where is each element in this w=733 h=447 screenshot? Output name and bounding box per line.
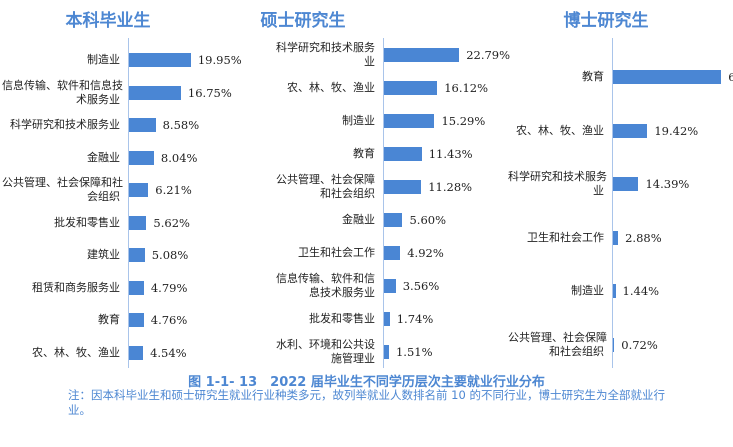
panel-title: 博士研究生: [563, 11, 649, 31]
bar: [384, 48, 460, 62]
category-label: 公共管理、社会保障 和社会组织: [508, 330, 607, 358]
category-label: 制造业: [87, 53, 120, 66]
figure-caption: 图 1-1- 13 2022 届毕业生不同学历层次主要就业行业分布: [188, 375, 545, 390]
category-label: 租赁和商务服务业: [32, 280, 120, 294]
data-label: 19.95%: [197, 53, 242, 67]
data-label: 2.88%: [625, 230, 662, 245]
data-label: 1.51%: [395, 345, 433, 359]
bar: [613, 70, 722, 84]
bar: [384, 213, 403, 227]
data-label: 11.43%: [428, 147, 473, 161]
data-label: 1.44%: [622, 284, 660, 298]
bar: [129, 345, 144, 360]
bar: [384, 345, 389, 359]
category-label: 科学研究和技术服务 业: [508, 170, 607, 197]
bar: [384, 147, 422, 161]
category-label: 金融业: [342, 213, 375, 226]
bar: [129, 215, 147, 230]
bar: [613, 337, 615, 352]
category-label: 科学研究和技术服务业: [10, 118, 120, 131]
data-label: 22.79%: [466, 48, 511, 62]
data-label: 4.54%: [150, 345, 187, 360]
category-label: 科学研究和技术服务 业: [276, 41, 375, 68]
data-label: 5.60%: [409, 213, 447, 227]
bar: [384, 246, 401, 260]
data-label: 19.42%: [654, 123, 699, 138]
category-label: 农、林、牧、渔业: [516, 123, 604, 137]
category-label: 水利、环境和公共设 施管理业: [276, 338, 375, 365]
bar: [129, 183, 149, 197]
data-label: 16.12%: [444, 81, 489, 95]
data-label: 0.72%: [621, 337, 658, 352]
category-label: 批发和零售业: [54, 215, 120, 229]
panel-title: 硕士研究生: [260, 11, 346, 31]
category-label: 批发和零售业: [309, 312, 375, 325]
category-axis: [612, 38, 613, 368]
category-label: 农、林、牧、渔业: [32, 345, 120, 359]
data-label: 16.75%: [187, 85, 232, 100]
data-label: 4.79%: [150, 280, 188, 295]
bar: [129, 85, 181, 100]
data-label: 3.56%: [402, 279, 440, 293]
category-label: 农、林、牧、渔业: [287, 81, 375, 94]
bar: [129, 53, 191, 67]
bar: [384, 114, 435, 128]
data-label: 61.15%: [728, 70, 733, 84]
category-label: 信息传输、软件和信 息技术服务业: [276, 272, 375, 299]
bar: [129, 280, 144, 295]
data-label: 6.21%: [155, 183, 192, 197]
data-label: 4.92%: [407, 246, 444, 260]
category-axis: [128, 38, 129, 368]
data-label: 8.58%: [162, 118, 200, 132]
bar: [613, 284, 616, 298]
bar: [384, 81, 438, 95]
category-label: 教育: [98, 313, 120, 326]
category-label: 制造业: [571, 284, 604, 297]
category-label: 公共管理、社会保障 和社会组织: [276, 173, 375, 200]
bar: [613, 230, 619, 245]
data-label: 5.08%: [151, 248, 189, 262]
category-label: 建筑业: [87, 248, 120, 261]
bar: [384, 180, 422, 194]
bar: [129, 118, 156, 132]
category-label: 卫生和社会工作: [298, 246, 375, 259]
bar: [384, 279, 396, 293]
category-label: 教育: [353, 147, 375, 160]
bar: [129, 150, 154, 165]
data-label: 5.62%: [153, 215, 190, 230]
category-label: 卫生和社会工作: [527, 230, 604, 244]
data-label: 14.39%: [645, 177, 690, 191]
data-label: 4.76%: [150, 313, 188, 327]
category-axis: [383, 38, 384, 368]
category-label: 金融业: [87, 150, 120, 164]
data-label: 11.28%: [428, 180, 473, 194]
data-label: 15.29%: [441, 114, 486, 128]
data-label: 1.74%: [396, 312, 434, 326]
bar: [384, 312, 390, 326]
data-label: 8.04%: [160, 150, 198, 165]
bar: [129, 248, 145, 262]
category-label: 教育: [582, 70, 604, 83]
figure-note: 注：因本科毕业生和硕士研究生就业行业种类多元，故列举就业人数排名前 10 的不同…: [68, 388, 665, 417]
category-label: 制造业: [342, 114, 375, 127]
category-label: 公共管理、社会保障和社 会组织: [2, 176, 123, 203]
bar: [613, 177, 639, 191]
category-label: 信息传输、软件和信息技 术服务业: [2, 78, 123, 106]
bar: [129, 313, 144, 327]
bar: [613, 123, 648, 138]
panel-title: 本科毕业生: [65, 11, 151, 31]
